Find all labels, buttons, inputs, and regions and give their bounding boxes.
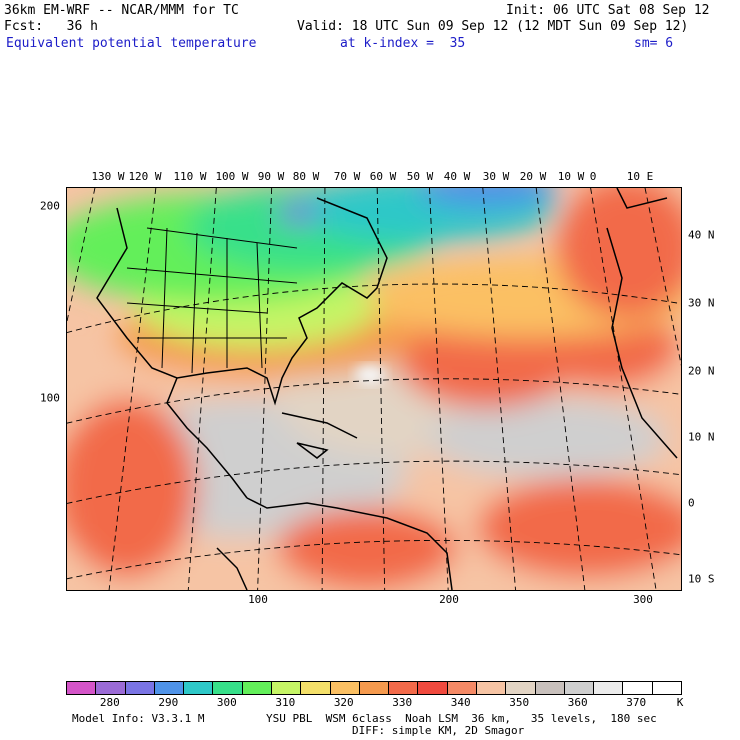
longitude-label: 50 W bbox=[406, 170, 434, 183]
state-borders bbox=[126, 227, 298, 374]
valid-time: Valid: 18 UTC Sun 09 Sep 12 (12 MDT Sun … bbox=[297, 19, 689, 34]
colorbar-swatch bbox=[96, 682, 126, 694]
colorbar-label: 370 bbox=[626, 696, 647, 709]
graticule bbox=[67, 188, 681, 590]
longitude-label: 70 W bbox=[333, 170, 361, 183]
colorbar-swatch bbox=[418, 682, 448, 694]
colorbar-label: 310 bbox=[275, 696, 296, 709]
level-label: at k-index = 35 bbox=[340, 36, 466, 51]
colorbar-swatch bbox=[154, 682, 185, 694]
longitude-label: 30 W bbox=[482, 170, 510, 183]
model-info: Model Info: V3.3.1 M bbox=[72, 712, 205, 725]
colorbar-label: 290 bbox=[158, 696, 179, 709]
longitude-label: 90 W bbox=[257, 170, 285, 183]
colorbar-swatch bbox=[389, 682, 419, 694]
longitude-label: 60 W bbox=[369, 170, 397, 183]
latitude-label: 10 N bbox=[688, 430, 715, 444]
colorbar-swatch bbox=[623, 682, 653, 694]
field-name: Equivalent potential temperature bbox=[6, 36, 257, 51]
colorbar-label: 340 bbox=[450, 696, 471, 709]
diffusion-info: DIFF: simple KM, 2D Smagor bbox=[352, 724, 525, 737]
colorbar bbox=[66, 681, 682, 695]
longitude-label: 120 W bbox=[128, 170, 162, 183]
longitude-label: 100 W bbox=[215, 170, 249, 183]
colorbar-swatch bbox=[447, 682, 477, 694]
grid-label-left-200: 200 bbox=[40, 199, 60, 213]
colorbar-label: 280 bbox=[99, 696, 120, 709]
colorbar-swatch bbox=[271, 682, 302, 694]
colorbar-swatch bbox=[564, 682, 595, 694]
colorbar-swatch bbox=[535, 682, 565, 694]
colorbar-swatch bbox=[652, 682, 681, 694]
colorbar-swatch bbox=[506, 682, 536, 694]
colorbar-label: 330 bbox=[392, 696, 413, 709]
colorbar-swatch bbox=[213, 682, 243, 694]
colorbar-unit: K bbox=[676, 696, 684, 709]
colorbar-label: 360 bbox=[567, 696, 588, 709]
longitude-label: 80 W bbox=[292, 170, 320, 183]
longitude-label: 10 W bbox=[557, 170, 585, 183]
colorbar-label: 300 bbox=[216, 696, 237, 709]
colorbar-swatch bbox=[330, 682, 360, 694]
colorbar-swatch bbox=[594, 682, 624, 694]
longitude-label: 10 E bbox=[626, 170, 654, 183]
smoothing-label: sm= 6 bbox=[634, 36, 674, 51]
theta-e-map bbox=[66, 187, 682, 591]
colorbar-swatch bbox=[476, 682, 507, 694]
colorbar-swatch bbox=[359, 682, 390, 694]
grid-label-left-100: 100 bbox=[40, 391, 60, 405]
forecast-hour: Fcst: 36 h bbox=[4, 19, 98, 34]
model-title: 36km EM-WRF -- NCAR/MMM for TC bbox=[4, 3, 239, 18]
colorbar-label: 320 bbox=[333, 696, 354, 709]
physics-info: YSU PBL WSM 6class Noah LSM 36 km, 35 le… bbox=[266, 712, 657, 725]
grid-label-bottom-100: 100 bbox=[248, 593, 268, 606]
colorbar-swatch bbox=[184, 682, 214, 694]
colorbar-swatch bbox=[67, 682, 97, 694]
latitude-label: 10 S bbox=[688, 572, 715, 586]
longitude-label: 40 W bbox=[443, 170, 471, 183]
colorbar-swatch bbox=[125, 682, 155, 694]
colorbar-label: 350 bbox=[509, 696, 530, 709]
latitude-label: 30 N bbox=[688, 296, 715, 310]
longitude-label: 0 bbox=[589, 170, 597, 183]
longitude-label: 130 W bbox=[91, 170, 125, 183]
latitude-label: 20 N bbox=[688, 364, 715, 378]
latitude-label: 40 N bbox=[688, 228, 715, 242]
map-canvas bbox=[67, 188, 681, 590]
grid-label-bottom-300: 300 bbox=[633, 593, 653, 606]
init-time: Init: 06 UTC Sat 08 Sep 12 bbox=[506, 3, 710, 18]
longitude-label: 20 W bbox=[519, 170, 547, 183]
colorbar-swatch bbox=[242, 682, 272, 694]
colorbar-swatch bbox=[301, 682, 331, 694]
coastlines bbox=[96, 188, 678, 590]
grid-label-bottom-200: 200 bbox=[439, 593, 459, 606]
longitude-label: 110 W bbox=[173, 170, 207, 183]
latitude-label: 0 bbox=[688, 496, 695, 510]
